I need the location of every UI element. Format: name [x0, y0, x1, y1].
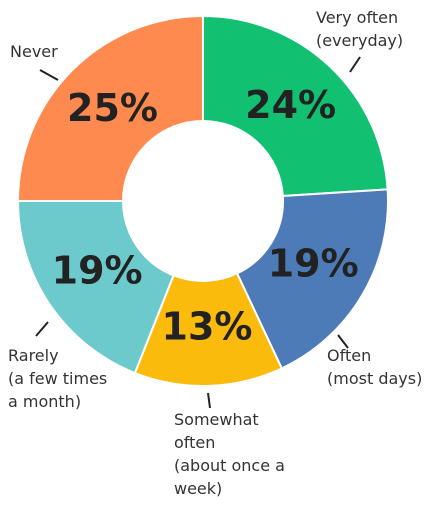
- category-label: Somewhat often (about once a week): [174, 410, 285, 498]
- slice: [133, 272, 284, 387]
- slice: [202, 14, 389, 198]
- slice: [235, 188, 389, 370]
- value-label: 25%: [67, 86, 158, 130]
- slice: [16, 200, 175, 375]
- value-label: 24%: [245, 83, 336, 127]
- category-label: Rarely (a few times a month): [8, 346, 108, 411]
- leader-line: [39, 69, 59, 81]
- category-label: Often (most days): [327, 346, 423, 388]
- value-label: 19%: [268, 242, 359, 286]
- leader-line: [349, 56, 361, 73]
- value-label: 19%: [52, 248, 143, 292]
- leader-line: [35, 321, 49, 337]
- slice: [16, 14, 204, 202]
- leader-line: [207, 392, 211, 409]
- category-label: Very often (everyday): [316, 8, 404, 50]
- value-label: 13%: [162, 304, 253, 348]
- category-label: Never: [10, 42, 58, 61]
- leader-line: [337, 334, 349, 349]
